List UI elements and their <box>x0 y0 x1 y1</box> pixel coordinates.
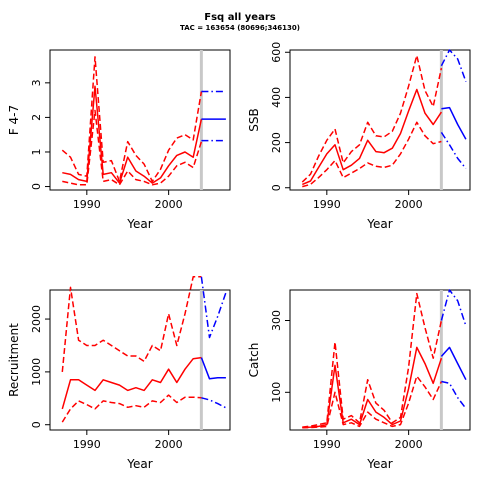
y-tick-label: 1 <box>30 148 43 155</box>
y-axis-label: SSB <box>247 108 261 131</box>
y-tick-label: 2000 <box>30 305 43 333</box>
y-axis-label: Catch <box>247 343 261 378</box>
series-projection-lower <box>440 131 467 169</box>
series-historic-lower <box>302 375 443 429</box>
x-tick-label: 1990 <box>73 438 101 451</box>
y-tick-label: 400 <box>270 87 283 108</box>
series-historic-upper <box>301 54 443 183</box>
y-tick-label: 0 <box>270 184 283 191</box>
y-axis-label: F 4-7 <box>7 105 21 135</box>
x-tick-label: 1990 <box>73 198 101 211</box>
y-tick-label: 0 <box>30 183 43 190</box>
series-historic-lower <box>302 121 442 188</box>
x-tick-label: 1990 <box>313 438 341 451</box>
series-projection-lower <box>441 380 467 409</box>
chart-panels: 1990 2000 0 1 2 3 Year F 4-7 1990 2000 0 200 400 600 Y… <box>7 42 471 471</box>
series-historic-upper <box>61 276 202 372</box>
series-historic-lower <box>62 109 203 186</box>
plot-frame <box>49 289 231 431</box>
series-projection-upper <box>440 49 467 82</box>
series-projection-median <box>200 357 226 380</box>
x-axis-label: Year <box>366 457 392 471</box>
x-tick-label: 1990 <box>313 198 341 211</box>
series-projection-median <box>441 106 467 140</box>
x-tick-label: 2000 <box>155 438 183 451</box>
plot-frame <box>289 289 471 431</box>
x-tick-label: 2000 <box>155 198 183 211</box>
y-tick-label: 2 <box>30 114 43 121</box>
plot-frame <box>49 49 231 191</box>
figure-title: Fsq all years <box>204 12 275 23</box>
x-tick-label: 2000 <box>395 438 423 451</box>
y-tick-label: 600 <box>270 42 283 63</box>
series-historic-median <box>302 346 443 429</box>
x-axis-label: Year <box>126 457 152 471</box>
series-projection-median <box>440 346 467 381</box>
series-projection-upper <box>440 289 467 327</box>
y-tick-label: 1000 <box>30 358 43 386</box>
series-historic-median <box>302 88 443 186</box>
panel-catch: 1990 2000 100 300 Year Catch <box>247 289 471 471</box>
panel-f: 1990 2000 0 1 2 3 Year F 4-7 <box>7 49 231 231</box>
x-axis-label: Year <box>366 217 392 231</box>
x-tick-label: 2000 <box>395 198 423 211</box>
y-tick-label: 100 <box>270 382 283 403</box>
figure-subtitle: TAC = 163654 (80696;346130) <box>180 24 300 32</box>
plot-frame <box>289 49 471 191</box>
panel-ssb: 1990 2000 0 200 400 600 Year SSB <box>247 42 471 231</box>
series-historic-lower <box>61 394 202 423</box>
series-historic-median <box>61 356 202 410</box>
series-historic-upper <box>302 292 443 428</box>
y-tick-label: 200 <box>270 132 283 153</box>
y-tick-label: 0 <box>30 421 43 428</box>
series-projection-lower <box>201 397 227 409</box>
x-axis-label: Year <box>126 217 152 231</box>
y-tick-label: 3 <box>30 79 43 86</box>
series-historic-median <box>62 85 203 184</box>
y-axis-label: Recruitment <box>7 323 21 397</box>
y-tick-label: 300 <box>270 310 283 331</box>
series-historic-upper <box>61 56 203 183</box>
series-projection-upper <box>200 276 227 339</box>
